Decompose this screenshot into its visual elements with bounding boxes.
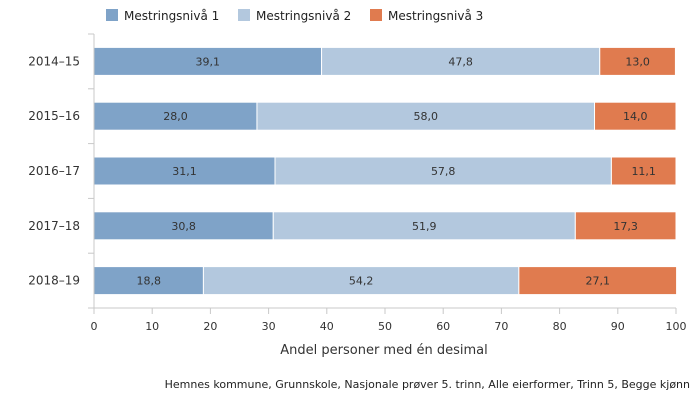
data-label: 39,1 [196, 55, 221, 68]
x-tick-label: 60 [436, 320, 450, 333]
x-tick-label: 100 [666, 320, 687, 333]
data-label: 11,1 [631, 165, 656, 178]
legend-swatch [370, 9, 382, 21]
x-tick-label: 30 [262, 320, 276, 333]
legend-label: Mestringsnivå 2 [256, 9, 351, 23]
bar-segment [93, 46, 323, 76]
x-tick-label: 50 [378, 320, 392, 333]
data-label: 14,0 [623, 110, 648, 123]
bar-segment [93, 266, 204, 296]
data-label: 54,2 [349, 275, 374, 288]
data-label: 57,8 [431, 165, 456, 178]
bar-segment [574, 211, 677, 241]
data-label: 30,8 [171, 220, 196, 233]
data-label: 18,8 [136, 275, 161, 288]
data-label: 31,1 [172, 165, 197, 178]
data-label: 13,0 [625, 55, 650, 68]
bar-segment [518, 266, 678, 296]
x-tick-label: 90 [611, 320, 625, 333]
axes: 2014–15 2015–16 2016–17 2017–18 2018–19 0 10 20… [28, 33, 687, 333]
legend-label: Mestringsnivå 3 [388, 9, 483, 23]
x-tick-label: 20 [203, 320, 217, 333]
bar-segment [274, 156, 612, 186]
legend-label: Mestringsnivå 1 [124, 9, 219, 23]
bar-segment [93, 156, 276, 186]
bar-segment [256, 101, 596, 131]
data-label: 17,3 [613, 220, 638, 233]
bar-segment [321, 46, 601, 76]
x-tick-label: 70 [494, 320, 508, 333]
x-tick-label: 10 [145, 320, 159, 333]
x-tick-label: 80 [553, 320, 567, 333]
legend-swatch [238, 9, 250, 21]
legend: Mestringsnivå 1 Mestringsnivå 2 Mestringsn… [106, 9, 483, 23]
data-label: 58,0 [413, 110, 438, 123]
x-axis-title: Andel personer med én desimal [280, 343, 487, 358]
x-tick-label: 40 [320, 320, 334, 333]
bar-segment [594, 101, 677, 131]
data-label: 47,8 [448, 55, 473, 68]
category-label: 2014–15 [28, 54, 80, 68]
data-label: 28,0 [163, 110, 188, 123]
bar-segment [202, 266, 520, 296]
bars: 39,1 47,8 13,0 28,0 58,0 14,0 31,1 57,8 11,1 30,8… [93, 46, 678, 296]
category-label: 2017–18 [28, 219, 80, 233]
source-note: Hemnes kommune, Grunnskole, Nasjonale pr… [165, 378, 690, 391]
x-tick-label: 0 [91, 320, 98, 333]
bar-segment [610, 156, 677, 186]
bar-segment [599, 46, 676, 76]
legend-swatch [106, 9, 118, 21]
data-label: 51,9 [412, 220, 437, 233]
category-label: 2016–17 [28, 164, 80, 178]
bar-segment [93, 211, 274, 241]
category-label: 2018–19 [28, 274, 80, 288]
category-label: 2015–16 [28, 109, 80, 123]
data-label: 27,1 [585, 275, 610, 288]
